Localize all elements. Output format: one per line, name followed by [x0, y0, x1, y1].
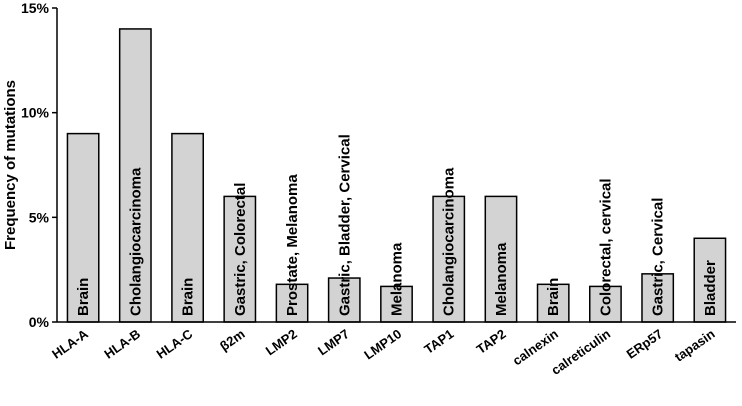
- x-tick-label: HLA-A: [49, 326, 91, 362]
- bar-label: Cholangiocarcinoma: [441, 167, 458, 316]
- bar-label: Brain: [545, 278, 562, 316]
- bar-LMP10: [380, 285, 413, 323]
- x-tick-label: tapasin: [672, 326, 718, 364]
- bar-label: Brain: [180, 278, 197, 316]
- bar-HLA-C: [171, 132, 204, 323]
- bar-label: Cholangiocarcinoma: [127, 167, 144, 316]
- y-tick-label: 5%: [29, 209, 50, 225]
- bar-label: Gastric, Bladder, Cervical: [336, 134, 353, 316]
- bar-label: Melanoma: [389, 242, 406, 316]
- bar-label: Prostate, Melanoma: [284, 174, 301, 316]
- x-axis-ticks: HLA-A HLA-B HLA-C β2m LMP2 LMP7 LMP10 TAP1 TAP2 c…: [49, 326, 718, 378]
- x-tick-label: TAP2: [474, 326, 509, 357]
- y-tick-label: 10%: [21, 105, 50, 121]
- bar-HLA-A: [66, 132, 100, 323]
- x-tick-label: β2m: [217, 326, 248, 354]
- bar-label: Melanoma: [493, 242, 510, 316]
- y-tick-label: 15%: [21, 0, 50, 16]
- bar-LMP7: [327, 277, 361, 323]
- bar-TAP1: [432, 195, 466, 323]
- y-axis-ticks: 0% 5% 10% 15%: [21, 0, 57, 330]
- bar-labels: Brain Cholangiocarcinoma Brain Gastric, Col…: [75, 134, 719, 316]
- bar-calreticulin: [589, 285, 622, 323]
- bar-label: Bladder: [702, 260, 719, 316]
- x-tick-label: TAP1: [421, 326, 456, 357]
- bar-label: Gastric, Colorectal: [232, 183, 249, 316]
- bar-LMP2: [275, 283, 309, 323]
- x-tick-label: HLA-C: [154, 326, 196, 362]
- x-tick-label: ERp57: [624, 326, 666, 361]
- x-tick-label: LMP10: [361, 326, 404, 362]
- x-tick-label: LMP7: [315, 326, 352, 358]
- bar-calnexin: [536, 283, 570, 323]
- bar-label: Gastric, Cervical: [650, 198, 667, 316]
- x-tick-label: HLA-B: [101, 326, 143, 361]
- bar-label: Colorectal, cervical: [597, 178, 614, 316]
- x-tick-label: LMP2: [263, 326, 300, 358]
- x-tick-label: calreticulin: [548, 326, 613, 378]
- bar-ERp57: [641, 273, 675, 323]
- y-axis-title: Frequency of mutations: [2, 80, 19, 250]
- bar-label: Brain: [75, 278, 92, 316]
- bar-TAP2: [484, 195, 518, 323]
- y-tick-label: 0%: [29, 314, 50, 330]
